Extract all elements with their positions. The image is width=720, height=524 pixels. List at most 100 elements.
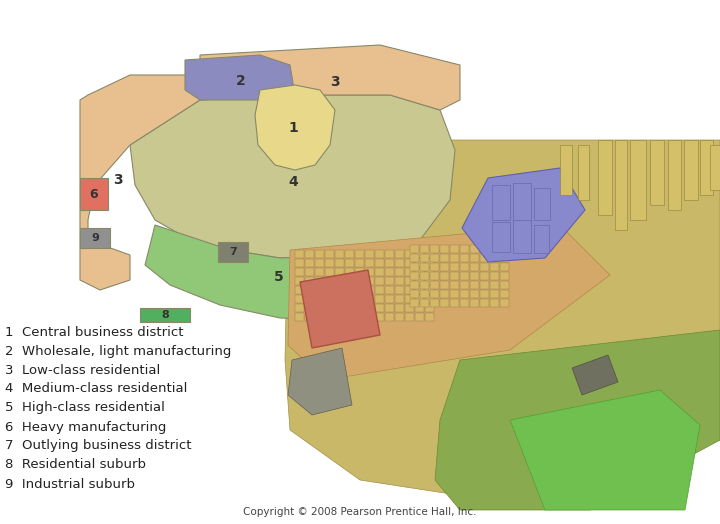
Bar	[335, 250, 344, 258]
Polygon shape	[185, 55, 295, 100]
Bar	[405, 295, 414, 303]
Text: 5  High-class residential: 5 High-class residential	[5, 401, 165, 414]
Polygon shape	[572, 355, 618, 395]
Bar	[395, 304, 404, 312]
Bar	[375, 286, 384, 294]
Bar	[470, 263, 479, 271]
Bar	[315, 250, 324, 258]
Bar	[335, 268, 344, 276]
Bar	[450, 290, 459, 298]
Bar	[430, 281, 439, 289]
Polygon shape	[80, 75, 200, 290]
Polygon shape	[218, 242, 248, 262]
Bar	[450, 281, 459, 289]
Bar	[365, 250, 374, 258]
Bar	[305, 295, 314, 303]
Bar	[335, 295, 344, 303]
Bar	[395, 259, 404, 267]
Bar	[440, 245, 449, 253]
Bar	[345, 304, 354, 312]
Bar	[355, 268, 364, 276]
Bar	[415, 313, 424, 321]
Bar	[500, 299, 509, 307]
Bar	[470, 281, 479, 289]
Bar	[325, 304, 334, 312]
Bar	[405, 286, 414, 294]
Bar	[430, 254, 439, 262]
Bar	[440, 272, 449, 280]
Bar	[470, 272, 479, 280]
Bar	[375, 259, 384, 267]
Bar	[295, 277, 304, 285]
Polygon shape	[462, 168, 585, 262]
Bar	[425, 313, 434, 321]
Bar	[415, 268, 424, 276]
Bar	[305, 277, 314, 285]
Bar	[355, 259, 364, 267]
Bar	[410, 281, 419, 289]
Bar	[295, 259, 304, 267]
Bar	[375, 295, 384, 303]
Text: 9: 9	[91, 233, 99, 243]
Bar	[615, 140, 627, 230]
Text: 2  Wholesale, light manufacturing: 2 Wholesale, light manufacturing	[5, 344, 231, 357]
Text: 4  Medium-class residential: 4 Medium-class residential	[5, 383, 187, 396]
Bar	[335, 277, 344, 285]
Bar	[345, 286, 354, 294]
Bar	[425, 295, 434, 303]
Bar	[534, 225, 549, 253]
Bar	[420, 281, 429, 289]
Bar	[295, 304, 304, 312]
Bar	[375, 268, 384, 276]
Bar	[450, 263, 459, 271]
Bar	[365, 277, 374, 285]
Bar	[325, 250, 334, 258]
Bar	[355, 295, 364, 303]
Bar	[385, 313, 394, 321]
Bar	[345, 277, 354, 285]
Bar	[410, 263, 419, 271]
Bar	[415, 286, 424, 294]
Bar	[375, 304, 384, 312]
Bar	[490, 263, 499, 271]
Bar	[450, 254, 459, 262]
Bar	[513, 183, 531, 221]
Bar	[295, 313, 304, 321]
Text: 3: 3	[114, 173, 123, 187]
Bar	[410, 245, 419, 253]
Bar	[345, 295, 354, 303]
Bar	[425, 250, 434, 258]
Bar	[305, 268, 314, 276]
Bar	[480, 290, 489, 298]
Bar	[480, 254, 489, 262]
Bar	[395, 268, 404, 276]
Bar	[420, 272, 429, 280]
Bar	[500, 281, 509, 289]
Polygon shape	[130, 95, 455, 258]
Bar	[440, 299, 449, 307]
Bar	[460, 290, 469, 298]
Bar	[375, 250, 384, 258]
Bar	[470, 245, 479, 253]
Bar	[430, 299, 439, 307]
Bar	[325, 313, 334, 321]
Bar	[650, 140, 664, 205]
Polygon shape	[285, 140, 720, 500]
Bar	[440, 254, 449, 262]
Bar	[315, 268, 324, 276]
Polygon shape	[288, 348, 352, 415]
Bar	[355, 304, 364, 312]
Bar	[305, 259, 314, 267]
Bar	[492, 185, 510, 220]
Text: 9  Industrial suburb: 9 Industrial suburb	[5, 477, 135, 490]
Text: 7  Outlying business district: 7 Outlying business district	[5, 440, 192, 453]
Bar	[410, 272, 419, 280]
Bar	[315, 277, 324, 285]
Bar	[420, 299, 429, 307]
Bar	[513, 220, 531, 253]
Bar	[365, 304, 374, 312]
Polygon shape	[435, 330, 720, 510]
Bar	[345, 259, 354, 267]
Bar	[415, 295, 424, 303]
Bar	[430, 272, 439, 280]
